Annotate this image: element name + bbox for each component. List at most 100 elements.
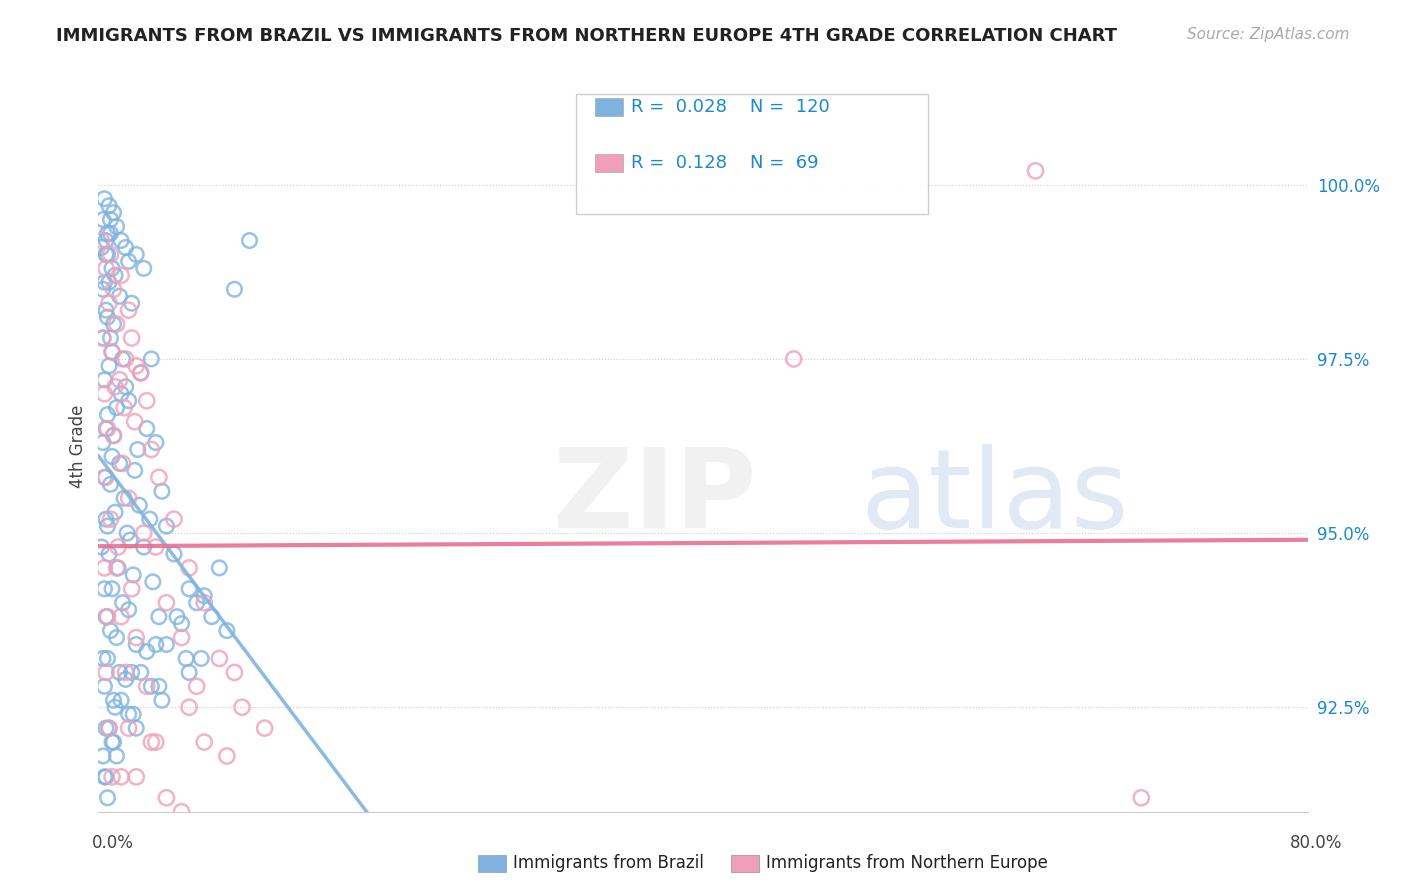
Point <box>93 470 115 484</box>
Point <box>104 380 127 394</box>
Point <box>101 735 124 749</box>
Point <box>121 296 143 310</box>
Text: Immigrants from Northern Europe: Immigrants from Northern Europe <box>766 855 1047 872</box>
Point <box>128 498 150 512</box>
Point <box>94 247 117 261</box>
Point <box>91 212 114 227</box>
Point <box>90 240 112 254</box>
Point <box>155 519 177 533</box>
Point <box>253 721 276 735</box>
Point <box>93 561 115 575</box>
Point <box>253 819 276 833</box>
Point <box>93 582 115 596</box>
Point <box>107 561 129 575</box>
Point <box>91 749 114 764</box>
Text: Source: ZipAtlas.com: Source: ZipAtlas.com <box>1187 27 1350 42</box>
Point <box>145 540 167 554</box>
Point <box>101 345 124 359</box>
Point <box>239 234 262 248</box>
Point <box>115 526 138 541</box>
Point <box>94 261 117 276</box>
Point <box>121 665 143 680</box>
Point <box>103 317 125 331</box>
Point <box>124 463 146 477</box>
Point <box>110 693 132 707</box>
Point <box>231 839 253 854</box>
Point <box>91 435 114 450</box>
Point <box>141 442 163 457</box>
Point <box>125 359 148 373</box>
Point <box>104 700 127 714</box>
Point <box>93 275 115 289</box>
Point <box>101 582 124 596</box>
Point <box>100 247 122 261</box>
Point <box>120 533 142 547</box>
Point <box>94 665 117 680</box>
Point <box>215 749 238 764</box>
Point <box>114 665 136 680</box>
Text: ZIP: ZIP <box>553 443 756 550</box>
Point <box>190 651 212 665</box>
Point <box>91 651 114 665</box>
Point <box>110 234 132 248</box>
Point <box>94 234 117 248</box>
Point <box>122 567 145 582</box>
Point <box>166 609 188 624</box>
Point <box>91 331 114 345</box>
Y-axis label: 4th Grade: 4th Grade <box>69 404 87 488</box>
Point <box>148 609 170 624</box>
Point <box>93 373 115 387</box>
Point <box>96 609 118 624</box>
Point <box>150 693 173 707</box>
Point <box>94 721 117 735</box>
Point <box>155 638 177 652</box>
Point <box>141 735 163 749</box>
Text: R =  0.128    N =  69: R = 0.128 N = 69 <box>631 154 818 172</box>
Point <box>179 582 201 596</box>
Point <box>163 512 186 526</box>
Text: Immigrants from Brazil: Immigrants from Brazil <box>513 855 704 872</box>
Point <box>129 366 152 380</box>
Point <box>93 679 115 693</box>
Point <box>129 366 152 380</box>
Point <box>98 296 121 310</box>
Point <box>129 665 152 680</box>
Point <box>148 679 170 693</box>
Point <box>105 219 128 234</box>
Point <box>94 303 117 318</box>
Point <box>135 644 157 658</box>
Point <box>94 609 117 624</box>
Point <box>170 631 193 645</box>
Point <box>118 303 141 318</box>
Point <box>96 247 118 261</box>
Point <box>110 609 132 624</box>
Point <box>91 282 114 296</box>
Point <box>135 393 157 408</box>
Point <box>110 268 132 283</box>
Point <box>118 254 141 268</box>
Point <box>100 227 122 241</box>
Point <box>186 596 208 610</box>
Point <box>224 665 246 680</box>
Point <box>118 707 141 722</box>
Point <box>122 707 145 722</box>
Point <box>114 240 136 254</box>
Point <box>145 638 167 652</box>
Point <box>100 624 122 638</box>
Point <box>145 435 167 450</box>
Point <box>100 212 122 227</box>
Point <box>142 574 165 589</box>
Point <box>121 331 143 345</box>
Point <box>174 651 197 665</box>
Point <box>103 428 125 442</box>
Point <box>94 470 117 484</box>
Point <box>125 247 148 261</box>
Point <box>93 770 115 784</box>
Point <box>179 700 201 714</box>
Point <box>98 547 121 561</box>
Point <box>94 770 117 784</box>
Point <box>111 596 134 610</box>
Point <box>112 401 135 415</box>
Point <box>108 373 131 387</box>
Point <box>155 596 177 610</box>
